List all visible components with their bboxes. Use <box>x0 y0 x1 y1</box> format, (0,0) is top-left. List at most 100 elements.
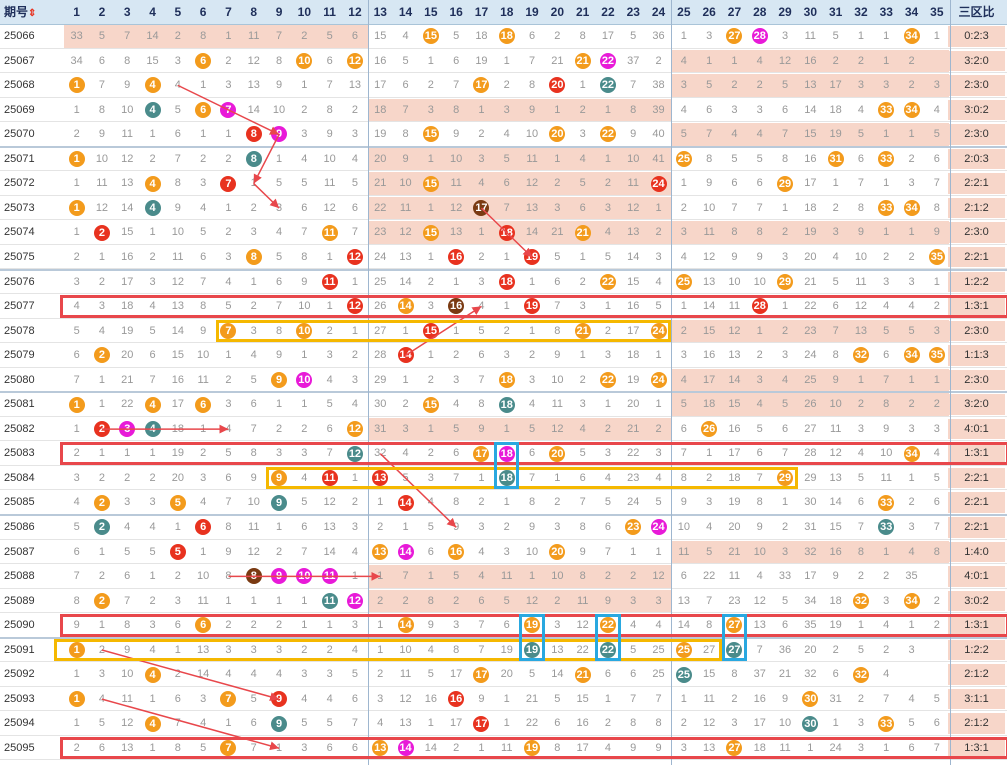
omission-value: 2 <box>579 373 586 386</box>
omission-value: 2 <box>377 594 384 607</box>
omission-value: 3 <box>503 545 510 558</box>
omission-value: 2 <box>98 570 105 583</box>
omission-value: 1 <box>351 324 358 337</box>
omission-value: 1 <box>402 521 409 533</box>
drawn-number-ball: 22 <box>599 617 616 634</box>
omission-value: 4 <box>756 54 763 67</box>
omission-value: 5 <box>326 398 333 411</box>
omission-value: 5 <box>301 717 308 730</box>
omission-value: 1 <box>478 226 485 239</box>
omission-value: 3 <box>908 177 915 190</box>
drawn-number-ball: 32 <box>852 347 869 364</box>
omission-value: 2 <box>301 422 308 435</box>
omission-value: 15 <box>121 226 134 239</box>
omission-value: 1 <box>731 54 738 67</box>
zone-ratio: 3:1:1 <box>948 688 1005 710</box>
omission-value: 4 <box>655 619 662 632</box>
omission-value: 13 <box>728 349 741 362</box>
omission-value: 1 <box>149 128 156 141</box>
omission-value: 3 <box>301 741 308 754</box>
omission-value: 21 <box>551 54 564 67</box>
zone-ratio: 1:2:2 <box>948 639 1005 661</box>
omission-value: 6 <box>781 103 789 116</box>
omission-value: 14 <box>121 201 134 214</box>
omission-value: 12 <box>525 177 539 190</box>
zone-highlight <box>671 540 950 564</box>
omission-value: 1 <box>149 692 156 705</box>
blue-column-box <box>721 614 748 662</box>
omission-value: 3 <box>579 128 586 141</box>
issue-number: 25086 <box>4 521 35 533</box>
omission-value: 1 <box>73 717 80 730</box>
omission-value: 2 <box>832 54 839 67</box>
omission-value: 9 <box>756 250 763 263</box>
omission-value: 1 <box>427 349 434 362</box>
omission-value: 5 <box>579 447 586 460</box>
omission-value: 3 <box>706 496 713 509</box>
omission-value: 24 <box>374 250 387 263</box>
omission-value: 8 <box>579 30 586 42</box>
omission-value: 17 <box>703 373 716 386</box>
omission-value: 5 <box>73 521 80 533</box>
table-row: 25068 1 7 9 4 4 1 3 13 9 1 7 13 17 6 2 7 17 2 8 20 1 22 7 38 3 5 2 2… <box>0 73 1007 98</box>
omission-value: 2 <box>883 643 890 656</box>
omission-value: 19 <box>121 324 134 337</box>
omission-value: 5 <box>478 324 485 337</box>
omission-value: 7 <box>73 570 80 583</box>
issue-column-header[interactable]: 期号⇕ <box>0 0 68 24</box>
sort-arrows-icon[interactable]: ⇕ <box>28 8 37 19</box>
omission-value: 12 <box>121 717 134 730</box>
omission-value: 5 <box>756 152 763 165</box>
omission-value: 1 <box>250 275 257 288</box>
omission-value: 4 <box>427 643 434 656</box>
omission-value: 1 <box>478 741 485 754</box>
omission-value: 3 <box>680 741 687 754</box>
omission-value: 1 <box>630 545 637 558</box>
omission-value: 5 <box>453 570 460 583</box>
omission-value: 2 <box>301 103 308 116</box>
number-column-header: 19 <box>525 5 539 19</box>
omission-value: 4 <box>301 692 308 705</box>
omission-value: 11 <box>197 373 209 386</box>
omission-value: 2 <box>174 570 181 583</box>
omission-value: 17 <box>627 324 640 337</box>
omission-value: 10 <box>121 103 134 116</box>
issue-number: 25071 <box>4 152 35 165</box>
drawn-number-ball: 29 <box>777 470 794 487</box>
omission-value: 2 <box>630 570 637 583</box>
row-divider <box>0 194 1007 196</box>
number-column-header: 33 <box>879 5 893 19</box>
omission-value: 4 <box>883 668 890 681</box>
zone-ratio: 2:2:1 <box>948 246 1005 268</box>
omission-value: 4 <box>326 373 333 386</box>
omission-value: 1 <box>427 152 434 165</box>
group-separator <box>0 268 1007 271</box>
number-column-header: 31 <box>828 5 843 19</box>
omission-value: 6 <box>706 103 713 116</box>
omission-value: 3 <box>933 324 940 337</box>
omission-value: 13 <box>525 201 539 214</box>
omission-value: 8 <box>706 152 713 165</box>
omission-value: 5 <box>908 717 915 730</box>
omission-value: 6 <box>908 741 915 754</box>
omission-value: 1 <box>883 30 890 42</box>
omission-value: 8 <box>453 643 460 656</box>
omission-value: 22 <box>121 398 134 411</box>
omission-value: 15 <box>374 30 387 42</box>
trend-arrow <box>480 207 533 258</box>
omission-value: 8 <box>857 545 864 558</box>
omission-value: 31 <box>804 521 817 533</box>
omission-value: 2 <box>351 103 358 116</box>
omission-value: 2 <box>427 447 434 460</box>
omission-value: 1 <box>655 201 662 214</box>
omission-value: 21 <box>778 668 792 681</box>
omission-value: 12 <box>247 545 260 558</box>
omission-value: 9 <box>225 545 232 558</box>
omission-value: 9 <box>933 226 940 239</box>
omission-value: 9 <box>731 250 738 263</box>
number-column-header: 28 <box>753 5 767 19</box>
omission-value: 17 <box>450 668 463 681</box>
omission-value: 4 <box>933 447 940 460</box>
omission-value: 4 <box>604 471 611 484</box>
omission-value: 1 <box>174 643 181 656</box>
